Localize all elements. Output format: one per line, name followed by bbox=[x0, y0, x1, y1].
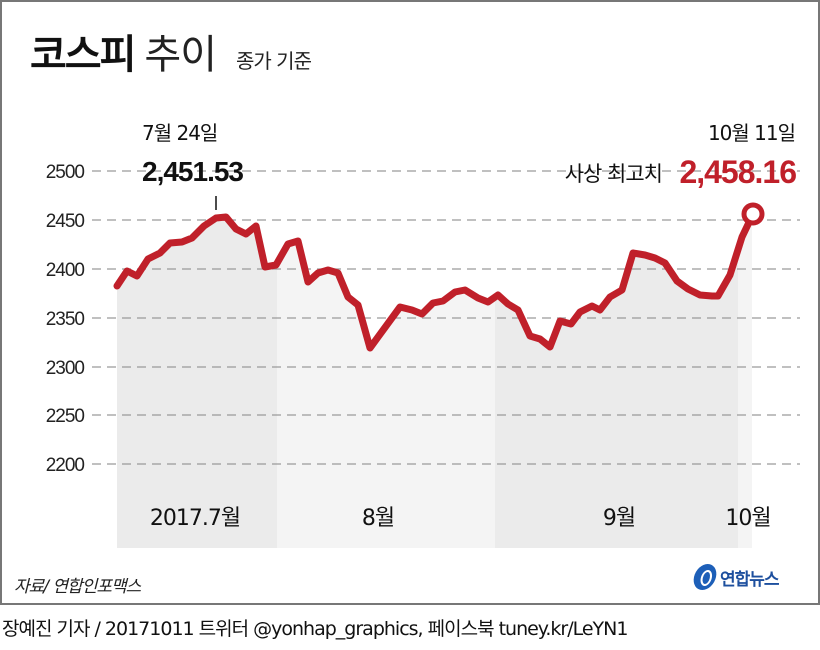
gridlines bbox=[92, 170, 800, 465]
y-axis: 2500 2450 2400 2350 2300 2250 2200 bbox=[46, 162, 86, 476]
area-mask bbox=[110, 160, 753, 348]
ytick-label: 2350 bbox=[46, 309, 85, 330]
month-label-october: 10월 bbox=[725, 506, 770, 531]
chart-title: 코스피 추이 종가 기준 bbox=[30, 22, 312, 80]
record-high-marker bbox=[741, 202, 765, 226]
title-light: 추이 bbox=[144, 32, 217, 78]
record-value: 2,458.16 bbox=[679, 154, 796, 190]
ytick-label: 2500 bbox=[46, 162, 85, 183]
ytick-label: 2200 bbox=[46, 455, 85, 476]
title-bold: 코스피 bbox=[30, 32, 136, 78]
credit-line: 장예진 기자 / 20171011 트위터 @yonhap_graphics, … bbox=[2, 618, 628, 640]
ytick-label: 2400 bbox=[46, 260, 85, 281]
yonhap-logo-icon bbox=[691, 564, 719, 590]
yonhap-logo-text: 연합뉴스 bbox=[720, 569, 780, 590]
title-subtitle: 종가 기준 bbox=[236, 49, 312, 73]
yonhap-logo: 연합뉴스 bbox=[691, 564, 780, 590]
record-label: 사상 최고치 bbox=[565, 162, 662, 186]
month-label-august: 8월 bbox=[362, 506, 394, 531]
record-date: 10월 11일 bbox=[708, 121, 795, 145]
line-chart: 2500 2450 2400 2350 2300 2250 2200 7월 24… bbox=[46, 121, 800, 548]
ytick-label: 2250 bbox=[46, 406, 85, 427]
month-label-july: 2017.7월 bbox=[150, 506, 240, 531]
peak-date: 7월 24일 bbox=[142, 121, 217, 145]
ytick-label: 2300 bbox=[46, 358, 85, 379]
ytick-label: 2450 bbox=[46, 211, 85, 232]
peak-value: 2,451.53 bbox=[142, 156, 243, 187]
band-october bbox=[738, 171, 752, 548]
month-label-september: 9월 bbox=[603, 506, 635, 531]
data-source: 자료/ 연합인포맥스 bbox=[14, 577, 141, 597]
kospi-line bbox=[113, 210, 757, 352]
